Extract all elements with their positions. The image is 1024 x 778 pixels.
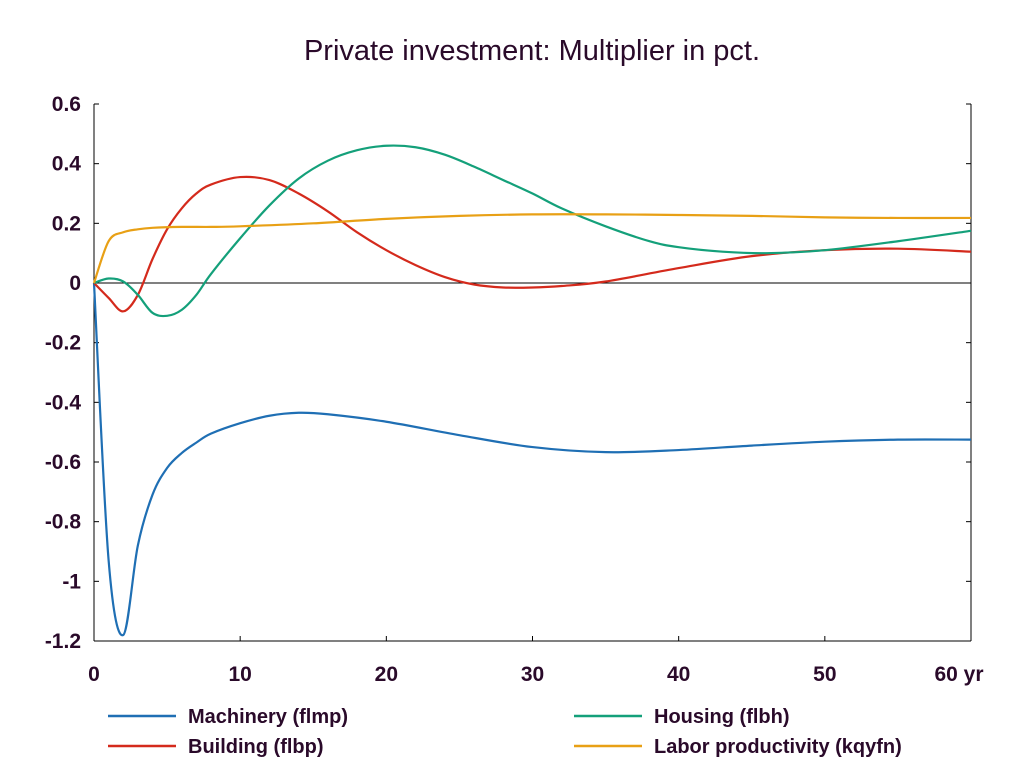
chart-title: Private investment: Multiplier in pct. — [304, 35, 760, 67]
x-tick-label: 40 — [667, 663, 690, 686]
legend-label: Machinery (flmp) — [188, 706, 348, 728]
x-tick-label: 50 — [813, 663, 836, 686]
y-tick-label: 0.4 — [52, 153, 82, 176]
x-tick-label: 30 — [521, 663, 544, 686]
y-tick-label: 0.6 — [52, 93, 81, 116]
y-tick-label: 0 — [69, 272, 81, 295]
x-tick-label: 0 — [88, 663, 100, 686]
series-line-2 — [93, 144, 972, 318]
y-tick-label: -0.2 — [45, 332, 81, 355]
plot-lines — [92, 144, 972, 637]
legend-item: Labor productivity (kqyfn) — [574, 736, 902, 758]
series-line-1 — [93, 175, 972, 313]
legend-label: Building (flbp) — [188, 736, 324, 758]
y-tick-label: -1 — [62, 570, 81, 593]
legend-item: Machinery (flmp) — [108, 706, 348, 728]
legend: Machinery (flmp) Building (flbp) Housing (… — [108, 706, 902, 758]
series-line-3 — [92, 213, 972, 284]
x-tick-label: 10 — [228, 663, 251, 686]
y-tick-label: 0.2 — [52, 212, 81, 235]
legend-label: Housing (flbh) — [654, 706, 790, 728]
legend-item: Housing (flbh) — [574, 706, 790, 728]
series-line-0 — [92, 282, 972, 637]
y-tick-label: -0.4 — [45, 391, 82, 414]
y-tick-label: -0.6 — [45, 451, 81, 474]
axes: 0.6 0.4 0.2 0 -0.2 -0.4 -0.6 -0.8 -1 -1.2 0 10 20 30 4… — [45, 93, 984, 686]
y-tick-label: -0.8 — [45, 511, 82, 534]
legend-label: Labor productivity (kqyfn) — [654, 736, 902, 758]
x-tick-label: 60 yr — [934, 663, 983, 686]
y-tick-label: -1.2 — [45, 630, 81, 653]
legend-item: Building (flbp) — [108, 736, 324, 758]
x-tick-label: 20 — [375, 663, 398, 686]
